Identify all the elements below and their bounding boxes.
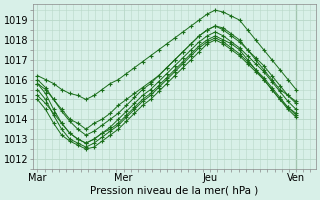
X-axis label: Pression niveau de la mer( hPa ): Pression niveau de la mer( hPa ) <box>90 186 259 196</box>
